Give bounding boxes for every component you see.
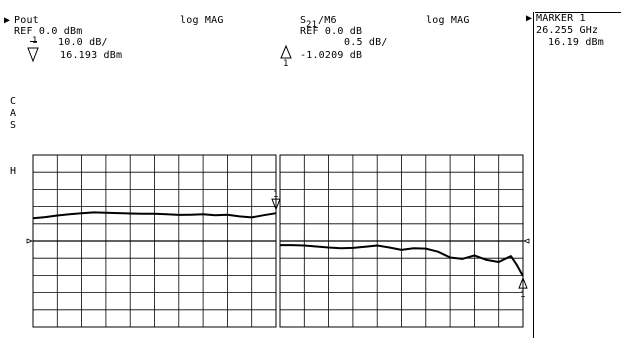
left-trace-ref: REF 0.0 dBm <box>14 26 83 37</box>
left-trace-title: Pout <box>14 15 39 26</box>
right-trace-title-sub: 21 <box>306 20 318 30</box>
right-marker-icon <box>518 276 528 289</box>
left-trace-scale: 10.0 dB/ <box>58 37 108 48</box>
marker-panel-value: 16.19 dBm <box>548 37 604 48</box>
reference-pointer-icon <box>26 238 34 244</box>
left-marker-icon <box>271 198 281 211</box>
right-trace-scale: 0.5 dB/ <box>344 37 388 48</box>
left-marker-label: 1 <box>273 190 278 200</box>
marker-panel-header <box>535 12 621 23</box>
right-marker-value: -1.0209 dB <box>300 50 363 61</box>
right-marker-label: 1 <box>520 290 525 300</box>
left-scale-underline <box>30 41 37 42</box>
left-trace-arrow-icon: ▶ <box>4 15 11 26</box>
trace-line <box>280 244 524 277</box>
side-label-c: C <box>10 96 17 107</box>
right-trace-title-main: S <box>300 15 307 26</box>
right-marker-channel: 1 <box>283 59 289 69</box>
right-trace-ref: REF 0.0 dB <box>300 26 363 37</box>
marker-panel-arrow-icon: ▶ <box>526 13 533 24</box>
side-label-a: A <box>10 108 17 119</box>
right-marker-triangle-icon <box>280 44 292 59</box>
right-trace-title-rest: /M6 <box>318 15 337 26</box>
left-marker-value: 16.193 dBm <box>60 50 123 61</box>
trace-line <box>32 211 277 220</box>
marker-panel-frequency: 26.255 GHz <box>536 25 599 36</box>
reference-pointer-icon <box>522 238 530 244</box>
marker-panel-divider <box>533 12 534 338</box>
marker-panel-title: MARKER 1 <box>536 13 586 24</box>
right-trace-mode: log MAG <box>426 15 470 26</box>
side-label-s: S <box>10 120 17 131</box>
left-trace-mode: log MAG <box>180 15 224 26</box>
left-marker-triangle-icon <box>27 47 39 63</box>
side-label-h: H <box>10 166 17 177</box>
